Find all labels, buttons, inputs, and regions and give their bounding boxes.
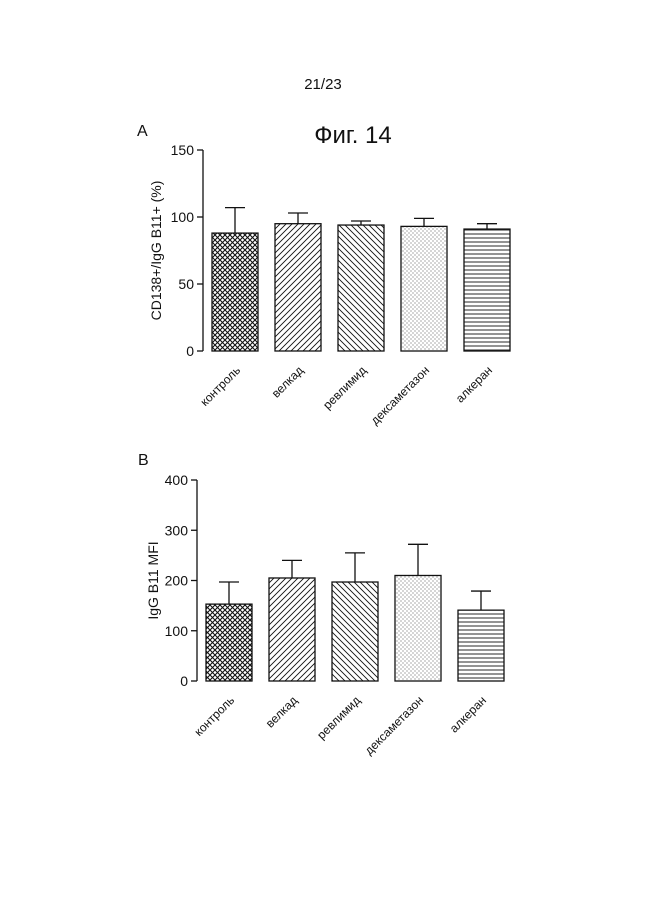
category-label: велкад	[269, 363, 306, 400]
bar	[400, 225, 448, 352]
category-label: алкеран	[453, 363, 495, 405]
bar	[331, 581, 379, 682]
category-label: контроль	[197, 363, 243, 409]
page-number: 21/23	[304, 76, 342, 93]
bar	[463, 228, 511, 352]
bar	[337, 224, 385, 352]
chart-a: 0 50 100 150 CD138+/IgG B11+ (%) контроль велк…	[148, 142, 511, 427]
bar	[457, 609, 505, 682]
category-label: ревлимид	[314, 693, 363, 742]
category-label: велкад	[263, 693, 300, 730]
y-tick-label: 400	[165, 472, 189, 488]
y-tick-label: 150	[171, 142, 195, 158]
figure-title: Фиг. 14	[314, 122, 392, 149]
y-tick-label: 100	[165, 623, 189, 639]
panel-b-label: B	[138, 452, 149, 469]
category-label: дексаметазон	[368, 363, 432, 427]
y-tick-label: 0	[186, 343, 194, 359]
y-tick-label: 0	[180, 673, 188, 689]
y-tick-label: 200	[165, 573, 189, 589]
bar	[205, 603, 253, 682]
category-label: дексаметазон	[362, 693, 426, 757]
y-axis-label: CD138+/IgG B11+ (%)	[148, 181, 164, 321]
y-tick-label: 300	[165, 522, 189, 538]
bar	[268, 577, 316, 682]
bar	[274, 223, 322, 352]
bar	[394, 574, 442, 682]
chart-b: 0 100 200 300 400 IgG B11 MFI контроль велкад ре…	[145, 472, 505, 757]
y-axis-label: IgG B11 MFI	[145, 541, 161, 619]
y-tick-label: 50	[178, 276, 194, 292]
category-label: контроль	[191, 693, 237, 739]
category-label: алкеран	[447, 693, 489, 735]
bar	[211, 232, 259, 352]
y-tick-label: 100	[171, 209, 195, 225]
category-label: ревлимид	[320, 363, 369, 412]
panel-a-label: A	[137, 123, 148, 140]
